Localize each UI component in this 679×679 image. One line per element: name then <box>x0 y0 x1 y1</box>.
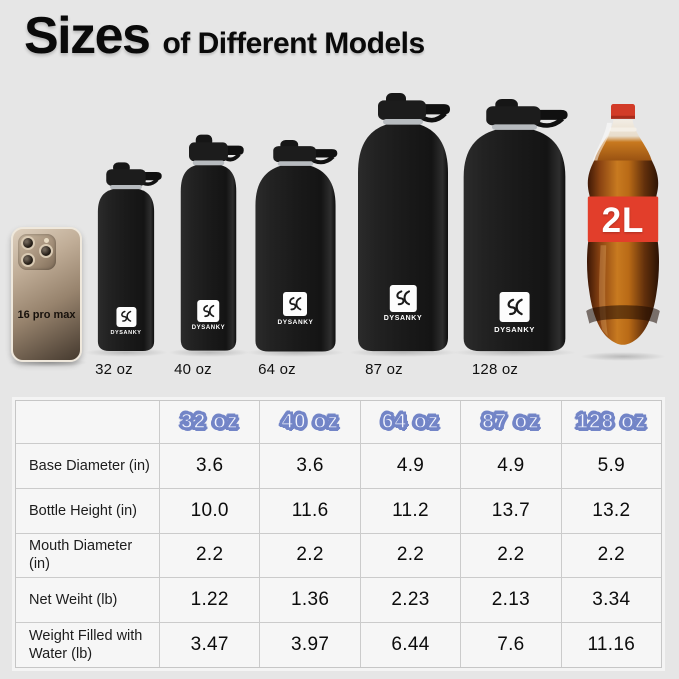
brand-logo-icon <box>116 307 136 327</box>
phone-16-pro-max: 16 pro max <box>11 227 82 362</box>
title-emphasis: Sizes <box>24 7 151 65</box>
bottle-40oz: DYSANKY <box>171 133 246 353</box>
bottle-caption-64oz: 64 oz <box>258 361 296 378</box>
bottle-shadow <box>84 348 168 357</box>
table-cell: 7.6 <box>461 623 561 667</box>
camera-lens-icon <box>21 253 35 267</box>
dysanky-logo: DYSANKY <box>192 300 226 331</box>
table-cell: 11.2 <box>360 488 461 533</box>
row-label: Net Weiht (lb) <box>16 578 159 623</box>
table-cell: 2.2 <box>160 533 260 578</box>
column-header: 40 oz <box>260 401 360 443</box>
table-cell: 4.9 <box>360 444 461 488</box>
table-cell: 1.36 <box>260 578 360 623</box>
camera-flash-icon <box>44 238 49 243</box>
bottle-shadow <box>452 348 577 357</box>
bottle-graphic <box>463 99 568 352</box>
table-cell: 2.23 <box>360 578 461 623</box>
dysanky-logo: DYSANKY <box>494 292 535 334</box>
title-rest: of Different Models <box>162 27 425 60</box>
cola-volume-label: 2L <box>601 201 645 240</box>
column-header: 32 oz <box>160 401 260 443</box>
brand-text: DYSANKY <box>191 325 226 331</box>
brand-text: DYSANKY <box>383 315 423 322</box>
bottle-87oz: DYSANKY <box>353 93 453 353</box>
table-cell: 2.2 <box>561 533 661 578</box>
table-corner-cell <box>16 401 159 443</box>
brand-text: DYSANKY <box>277 319 314 326</box>
table-cell: 4.9 <box>461 444 561 488</box>
table-cell: 11.16 <box>561 623 661 667</box>
bottle-graphic <box>255 140 338 352</box>
brand-logo-icon <box>499 292 530 322</box>
bottle-caption-40oz: 40 oz <box>174 361 212 378</box>
camera-lens-icon <box>21 236 35 250</box>
table-cell: 13.7 <box>461 488 561 533</box>
table-cell: 2.13 <box>461 578 561 623</box>
bottle-shadow <box>348 348 458 357</box>
table-cell: 3.6 <box>260 444 360 488</box>
phone-camera-module <box>18 234 56 270</box>
table-cell: 6.44 <box>360 623 461 667</box>
table-cell: 1.22 <box>160 578 260 623</box>
size-comparison-table: 32 oz 40 oz 64 oz 87 oz 128 oz Base Diam… <box>15 400 662 668</box>
brand-text: DYSANKY <box>110 330 142 336</box>
column-header: 64 oz <box>360 401 461 443</box>
bottle-128oz: DYSANKY <box>458 99 571 353</box>
table-cell: 3.6 <box>160 444 260 488</box>
cola-shadow <box>580 352 666 361</box>
bottle-shadow <box>168 348 250 357</box>
row-label: Bottle Height (in) <box>16 488 159 533</box>
camera-lens-icon <box>39 244 53 258</box>
bottle-graphic <box>358 93 450 352</box>
column-header: 87 oz <box>461 401 561 443</box>
bottle-caption-128oz: 128 oz <box>471 361 519 378</box>
phone-label: 16 pro max <box>17 309 76 321</box>
bottle-32oz: DYSANKY <box>88 161 164 353</box>
dysanky-logo: DYSANKY <box>110 307 141 336</box>
bottle-graphic <box>97 162 162 351</box>
cola-bottle-2l: 2L <box>583 104 663 355</box>
bottle-64oz: DYSANKY <box>251 140 340 353</box>
table-cell: 3.34 <box>561 578 661 623</box>
column-header: 128 oz <box>561 401 661 443</box>
bottle-caption-32oz: 32 oz <box>95 361 133 378</box>
dysanky-logo: DYSANKY <box>384 285 422 322</box>
row-label: Mouth Diameter (in) <box>16 533 159 578</box>
brand-text: DYSANKY <box>494 325 535 334</box>
table-cell: 13.2 <box>561 488 661 533</box>
bottle-shadow <box>246 348 345 357</box>
brand-logo-icon <box>197 300 220 322</box>
row-label: Weight Filled with Water (lb) <box>16 623 159 667</box>
table-cell: 2.2 <box>461 533 561 578</box>
brand-logo-icon <box>389 285 417 312</box>
table-cell: 2.2 <box>360 533 461 578</box>
bottle-graphic <box>180 134 244 351</box>
dysanky-logo: DYSANKY <box>278 292 314 326</box>
row-label: Base Diameter (in) <box>16 444 159 488</box>
table-cell: 3.47 <box>160 623 260 667</box>
table-cell: 5.9 <box>561 444 661 488</box>
phone-shadow <box>8 358 88 367</box>
bottle-caption-87oz: 87 oz <box>365 361 403 378</box>
cola-graphic <box>586 104 660 345</box>
table-cell: 3.97 <box>260 623 360 667</box>
table-cell: 11.6 <box>260 488 360 533</box>
page-title: Sizes of Different Models <box>24 6 425 66</box>
table-cell: 10.0 <box>160 488 260 533</box>
table-cell: 2.2 <box>260 533 360 578</box>
brand-logo-icon <box>283 292 308 316</box>
